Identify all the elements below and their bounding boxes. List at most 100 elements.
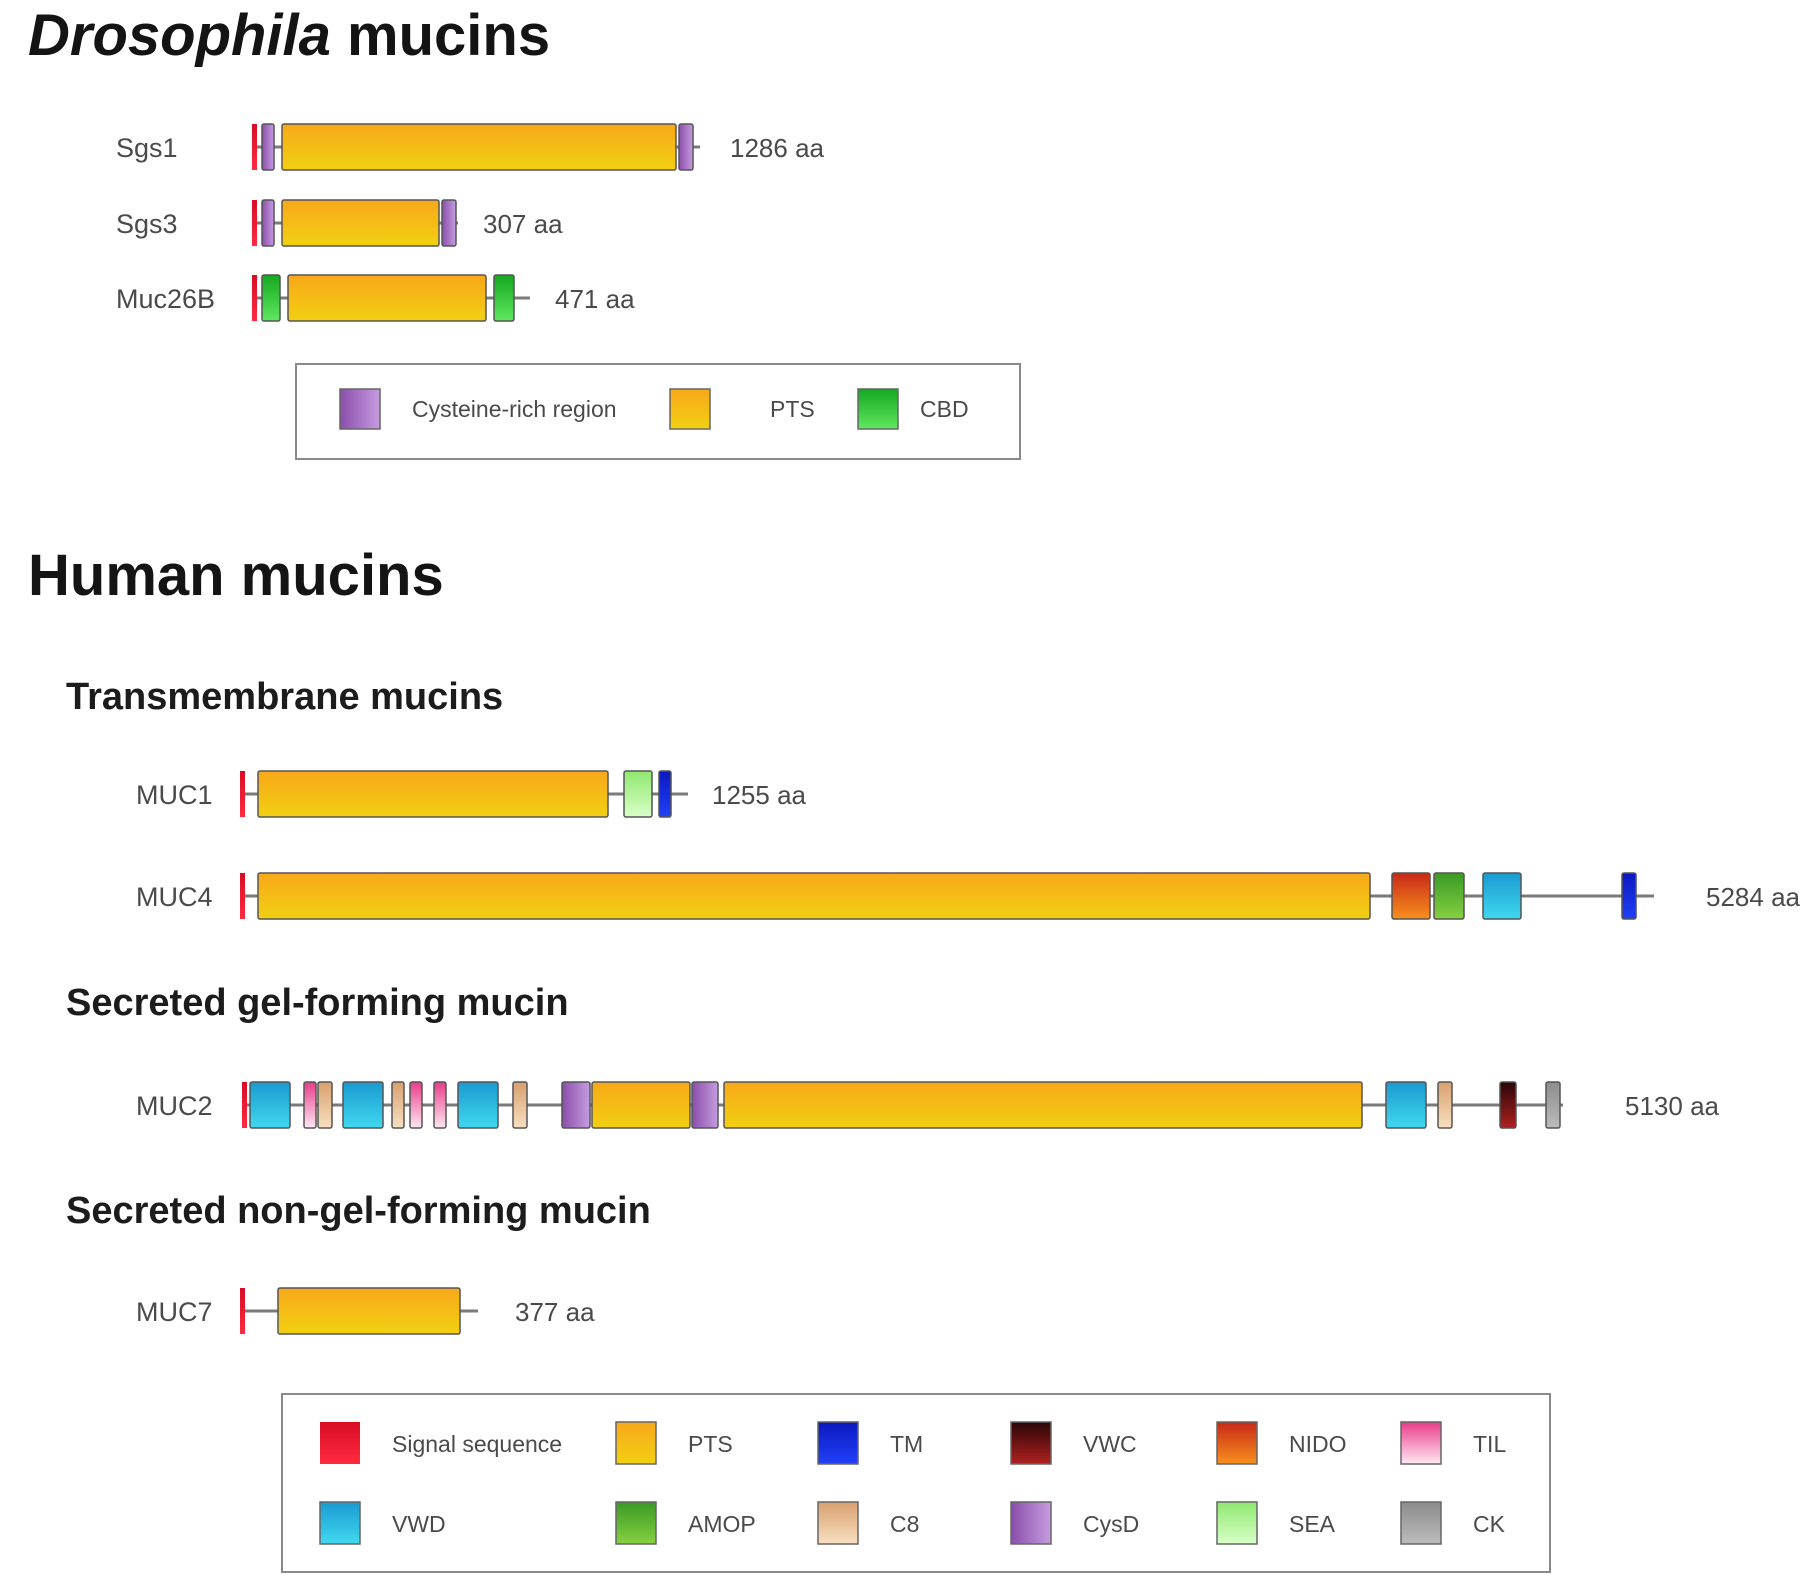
protein-name-muc7: MUC7 — [136, 1297, 213, 1327]
drosophila-legend-label: PTS — [770, 396, 815, 422]
human-legend-label: VWC — [1083, 1431, 1137, 1457]
drosophila-legend-swatch — [339, 388, 381, 430]
domain-til — [433, 1081, 447, 1129]
protein-sgs3 — [252, 199, 458, 247]
domain-sea — [623, 770, 653, 818]
domain-vwd — [1482, 872, 1522, 920]
protein-muc1 — [240, 770, 688, 818]
section-title-gel-forming: Secreted gel-forming mucin — [66, 982, 569, 1024]
drosophila-title: Drosophila mucins — [28, 2, 550, 69]
human-legend-swatch — [817, 1421, 859, 1465]
domain-signal-sequence — [240, 1288, 245, 1334]
drosophila-legend-label: CBD — [920, 396, 969, 422]
human-legend-label: AMOP — [688, 1511, 756, 1537]
domain-signal-sequence — [242, 1082, 247, 1128]
domain-c8 — [391, 1081, 405, 1129]
protein-length-muc7: 377 aa — [515, 1297, 595, 1327]
protein-name-muc1: MUC1 — [136, 780, 213, 810]
domain-cbd — [261, 274, 281, 322]
protein-length-muc26b: 471 aa — [555, 284, 635, 314]
domain-cysteine-rich — [441, 199, 457, 247]
human-legend-label: SEA — [1289, 1511, 1336, 1537]
protein-muc7 — [240, 1287, 478, 1335]
domain-signal-sequence — [252, 124, 257, 170]
protein-muc26b — [252, 274, 530, 322]
human-legend-frame — [281, 1393, 1551, 1573]
domain-signal-sequence — [252, 200, 257, 246]
human-legend-label: CysD — [1083, 1511, 1139, 1537]
protein-name-sgs3: Sgs3 — [116, 209, 178, 239]
domain-pts — [281, 123, 677, 171]
human-legend-label: VWD — [392, 1511, 446, 1537]
section-title-non-gel-forming: Secreted non-gel-forming mucin — [66, 1190, 651, 1232]
domain-tm — [658, 770, 672, 818]
domain-cysteine-rich — [561, 1081, 591, 1129]
domain-c8 — [317, 1081, 333, 1129]
protein-muc4 — [240, 872, 1654, 920]
protein-name-muc4: MUC4 — [136, 882, 213, 912]
protein-length-muc1: 1255 aa — [712, 780, 807, 810]
domain-cysteine-rich — [678, 123, 694, 171]
domain-pts — [277, 1287, 461, 1335]
domain-cysteine-rich — [691, 1081, 719, 1129]
drosophila-title-rest: mucins — [330, 3, 551, 68]
human-legend-swatch — [817, 1501, 859, 1545]
protein-length-sgs1: 1286 aa — [730, 133, 825, 163]
drosophila-legend-label: Cysteine-rich region — [412, 396, 617, 422]
human-legend-swatch — [1400, 1421, 1442, 1465]
legends: Cysteine-rich region PTS CBD Signal sequenc… — [281, 363, 1551, 1573]
protein-sgs1 — [252, 123, 700, 171]
human-legend-label: TM — [890, 1431, 923, 1457]
domain-signal-sequence — [252, 275, 257, 321]
domain-til — [409, 1081, 423, 1129]
domain-vwd — [342, 1081, 384, 1129]
domain-cysteine-rich — [261, 199, 275, 247]
section-title-transmembrane: Transmembrane mucins — [66, 676, 504, 718]
drosophila-legend-swatch — [857, 388, 899, 430]
domain-signal-sequence — [240, 771, 245, 817]
domain-pts — [257, 872, 1371, 920]
drosophila-legend-swatch — [669, 388, 711, 430]
human-legend-swatch — [320, 1422, 360, 1464]
domain-vwc — [1499, 1081, 1517, 1129]
domain-cbd — [493, 274, 515, 322]
domain-ck — [1545, 1081, 1561, 1129]
domain-amop — [1433, 872, 1465, 920]
domain-pts — [723, 1081, 1363, 1129]
human-legend-swatch — [1216, 1421, 1258, 1465]
protein-name-sgs1: Sgs1 — [116, 133, 178, 163]
protein-length-muc4: 5284 aa — [1706, 882, 1800, 912]
human-legend-swatch — [615, 1421, 657, 1465]
domain-vwd — [249, 1081, 291, 1129]
drosophila-legend-frame — [295, 363, 1021, 460]
domain-c8 — [512, 1081, 528, 1129]
protein-name-muc2: MUC2 — [136, 1091, 213, 1121]
protein-labels: Sgs1 1286 aa Sgs3 307 aa Muc26B 471 aa MUC1 125… — [116, 133, 1800, 1327]
domain-signal-sequence — [240, 873, 245, 919]
human-legend-label: C8 — [890, 1511, 919, 1537]
human-legend-label: NIDO — [1289, 1431, 1347, 1457]
domain-vwd — [1385, 1081, 1427, 1129]
domain-vwd — [457, 1081, 499, 1129]
human-legend-swatch — [1010, 1421, 1052, 1465]
drosophila-title-italic: Drosophila — [28, 3, 331, 68]
protein-length-muc2: 5130 aa — [1625, 1091, 1720, 1121]
domain-cysteine-rich — [261, 123, 275, 171]
human-legend-swatch — [1010, 1501, 1052, 1545]
domain-tm — [1621, 872, 1637, 920]
protein-tracks — [240, 123, 1654, 1335]
human-legend-swatch — [615, 1501, 657, 1545]
human-title: Human mucins — [28, 543, 444, 608]
human-legend-swatch — [1216, 1501, 1258, 1545]
human-legend-label: TIL — [1473, 1431, 1506, 1457]
domain-pts — [287, 274, 487, 322]
domain-nido — [1391, 872, 1431, 920]
human-legend-swatch — [319, 1501, 361, 1545]
domain-pts — [281, 199, 440, 247]
human-legend-label: CK — [1473, 1511, 1506, 1537]
protein-muc2 — [242, 1081, 1563, 1129]
human-legend-label: PTS — [688, 1431, 733, 1457]
domain-pts — [591, 1081, 691, 1129]
protein-name-muc26b: Muc26B — [116, 284, 215, 314]
